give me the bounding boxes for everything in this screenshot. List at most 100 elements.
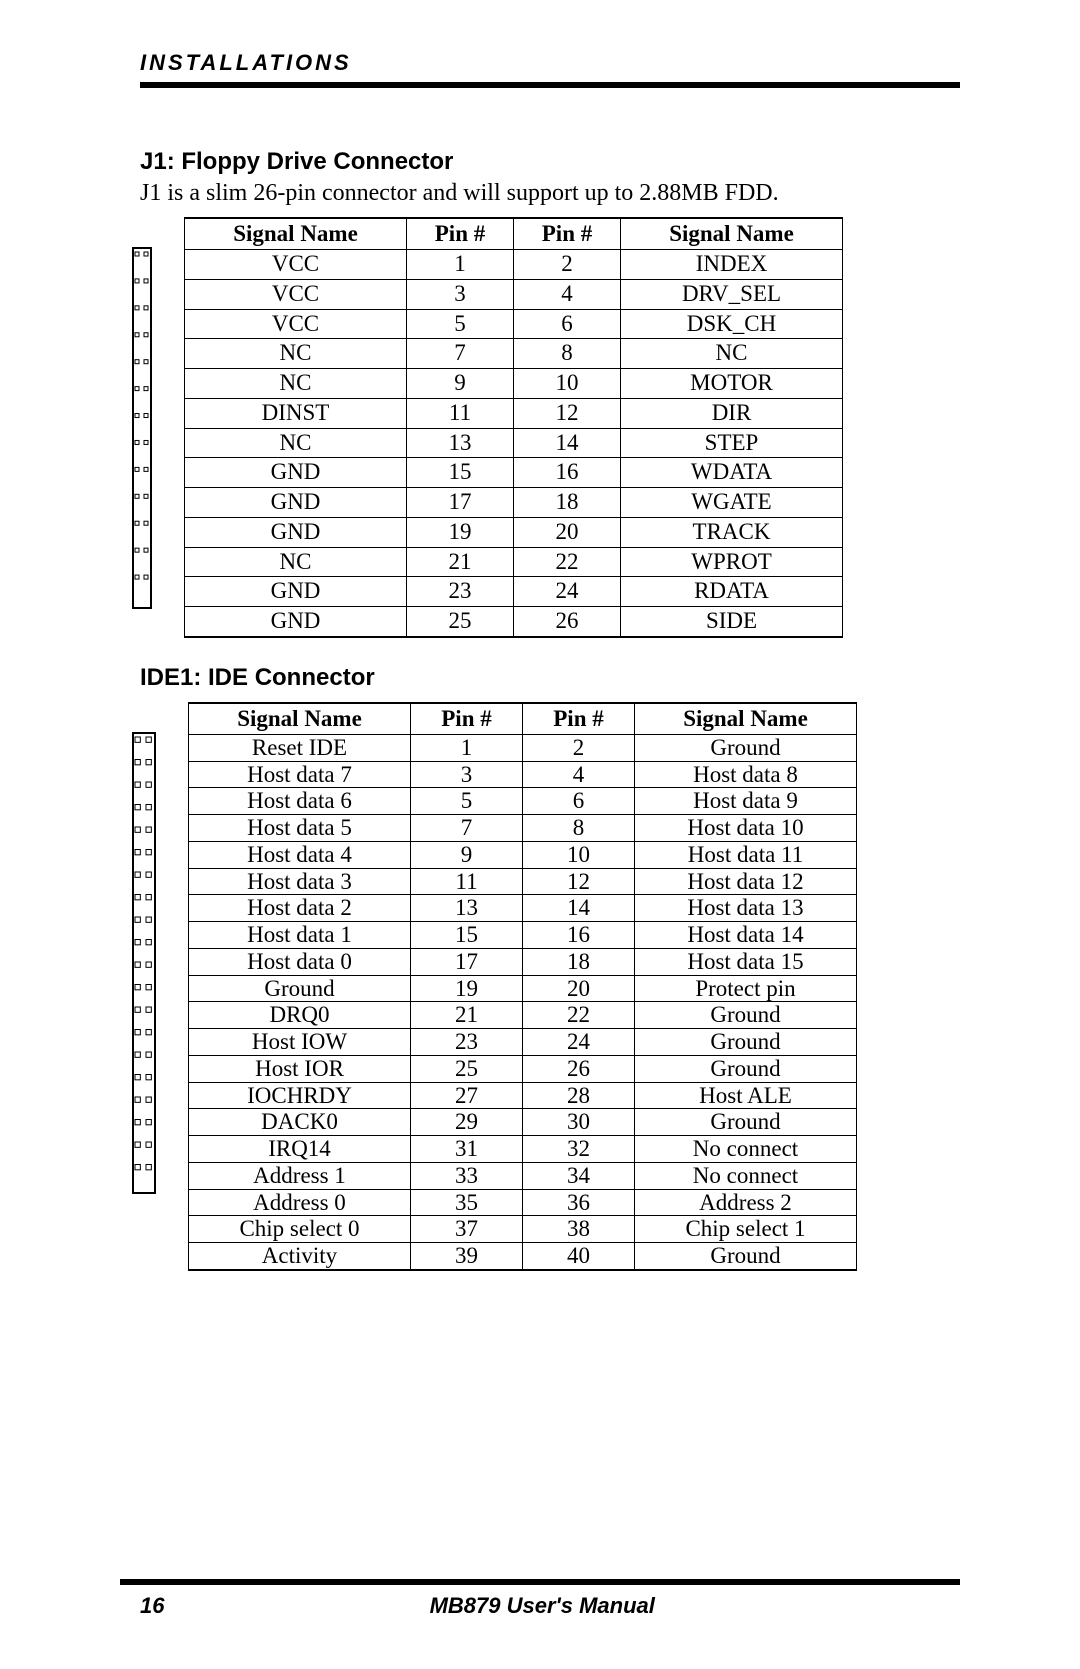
pin-cell: 19 xyxy=(411,975,523,1002)
pin-cell: 2 xyxy=(514,250,621,280)
signal-cell: Chip select 0 xyxy=(189,1216,411,1243)
table-row: Host IOW2324Ground xyxy=(189,1029,857,1056)
table-header: Pin # xyxy=(411,703,523,735)
signal-cell: Host data 5 xyxy=(189,815,411,842)
pin-cell: 38 xyxy=(523,1216,635,1243)
pin-cell: 5 xyxy=(407,309,514,339)
table-header: Pin # xyxy=(523,703,635,735)
pin-cell: 2 xyxy=(523,734,635,761)
signal-cell: INDEX xyxy=(621,250,843,280)
table-header: Signal Name xyxy=(621,218,843,250)
signal-cell: Ground xyxy=(635,734,857,761)
signal-cell: DACK0 xyxy=(189,1109,411,1136)
pin-cell: 23 xyxy=(411,1029,523,1056)
table-row: Reset IDE12Ground xyxy=(189,734,857,761)
pin-cell: 22 xyxy=(523,1002,635,1029)
signal-cell: GND xyxy=(185,577,407,607)
signal-cell: Activity xyxy=(189,1243,411,1270)
signal-cell: Protect pin xyxy=(635,975,857,1002)
signal-cell: Reset IDE xyxy=(189,734,411,761)
signal-cell: Host data 0 xyxy=(189,948,411,975)
signal-cell: Host ALE xyxy=(635,1082,857,1109)
signal-cell: Host data 6 xyxy=(189,788,411,815)
table-row: GND1516WDATA xyxy=(185,458,843,488)
signal-cell: Host IOW xyxy=(189,1029,411,1056)
signal-cell: Ground xyxy=(635,1243,857,1270)
pin-cell: 21 xyxy=(411,1002,523,1029)
pin-cell: 7 xyxy=(407,339,514,369)
signal-cell: Address 0 xyxy=(189,1189,411,1216)
pin-cell: 39 xyxy=(411,1243,523,1270)
pin-cell: 27 xyxy=(411,1082,523,1109)
signal-cell: Host data 1 xyxy=(189,922,411,949)
table-row: NC910MOTOR xyxy=(185,369,843,399)
pin-cell: 34 xyxy=(523,1162,635,1189)
table-row: Host data 31112Host data 12 xyxy=(189,868,857,895)
pin-cell: 3 xyxy=(411,761,523,788)
table-row: IOCHRDY2728Host ALE xyxy=(189,1082,857,1109)
pin-cell: 14 xyxy=(514,428,621,458)
pin-cell: 6 xyxy=(514,309,621,339)
table-row: GND1920TRACK xyxy=(185,517,843,547)
table-row: IRQ143132No connect xyxy=(189,1136,857,1163)
signal-cell: Host data 2 xyxy=(189,895,411,922)
pin-cell: 13 xyxy=(407,428,514,458)
j1-connector-icon xyxy=(130,245,154,615)
signal-cell: GND xyxy=(185,607,407,637)
signal-cell: Ground xyxy=(635,1109,857,1136)
pin-cell: 3 xyxy=(407,279,514,309)
pin-cell: 4 xyxy=(514,279,621,309)
table-row: Host data 11516Host data 14 xyxy=(189,922,857,949)
pin-cell: 9 xyxy=(407,369,514,399)
signal-cell: NC xyxy=(185,369,407,399)
signal-cell: GND xyxy=(185,488,407,518)
table-row: Host data 734Host data 8 xyxy=(189,761,857,788)
table-row: Chip select 03738Chip select 1 xyxy=(189,1216,857,1243)
signal-cell: TRACK xyxy=(621,517,843,547)
pin-cell: 15 xyxy=(411,922,523,949)
pin-cell: 25 xyxy=(407,607,514,637)
pin-cell: 32 xyxy=(523,1136,635,1163)
table-row: DRQ02122Ground xyxy=(189,1002,857,1029)
pin-cell: 7 xyxy=(411,815,523,842)
section-header: INSTALLATIONS xyxy=(140,50,960,76)
pin-cell: 29 xyxy=(411,1109,523,1136)
table-row: Host data 656Host data 9 xyxy=(189,788,857,815)
signal-cell: DIR xyxy=(621,398,843,428)
pin-cell: 24 xyxy=(514,577,621,607)
pin-cell: 35 xyxy=(411,1189,523,1216)
pin-cell: 9 xyxy=(411,841,523,868)
pin-cell: 16 xyxy=(514,458,621,488)
pin-cell: 1 xyxy=(411,734,523,761)
table-row: Host data 01718Host data 15 xyxy=(189,948,857,975)
table-header: Pin # xyxy=(514,218,621,250)
manual-title: MB879 User's Manual xyxy=(164,1593,920,1619)
signal-cell: SIDE xyxy=(621,607,843,637)
pin-cell: 10 xyxy=(523,841,635,868)
pin-cell: 23 xyxy=(407,577,514,607)
pin-cell: 10 xyxy=(514,369,621,399)
pin-cell: 15 xyxy=(407,458,514,488)
pin-cell: 30 xyxy=(523,1109,635,1136)
pin-cell: 20 xyxy=(514,517,621,547)
signal-cell: Address 1 xyxy=(189,1162,411,1189)
pin-cell: 25 xyxy=(411,1055,523,1082)
pin-cell: 26 xyxy=(523,1055,635,1082)
table-row: DINST1112DIR xyxy=(185,398,843,428)
table-row: NC2122WPROT xyxy=(185,547,843,577)
signal-cell: Host data 7 xyxy=(189,761,411,788)
signal-cell: Host data 11 xyxy=(635,841,857,868)
page-number: 16 xyxy=(140,1593,164,1619)
j1-description: J1 is a slim 26-pin connector and will s… xyxy=(140,180,960,207)
table-row: Host IOR2526Ground xyxy=(189,1055,857,1082)
table-row: Address 03536Address 2 xyxy=(189,1189,857,1216)
signal-cell: MOTOR xyxy=(621,369,843,399)
signal-cell: Chip select 1 xyxy=(635,1216,857,1243)
table-row: Host data 578Host data 10 xyxy=(189,815,857,842)
signal-cell: Host data 14 xyxy=(635,922,857,949)
ide1-pinout-table: Signal Name Pin # Pin # Signal Name Rese… xyxy=(188,702,857,1271)
table-header: Signal Name xyxy=(189,703,411,735)
signal-cell: Host data 12 xyxy=(635,868,857,895)
pin-cell: 18 xyxy=(523,948,635,975)
table-row: NC78NC xyxy=(185,339,843,369)
